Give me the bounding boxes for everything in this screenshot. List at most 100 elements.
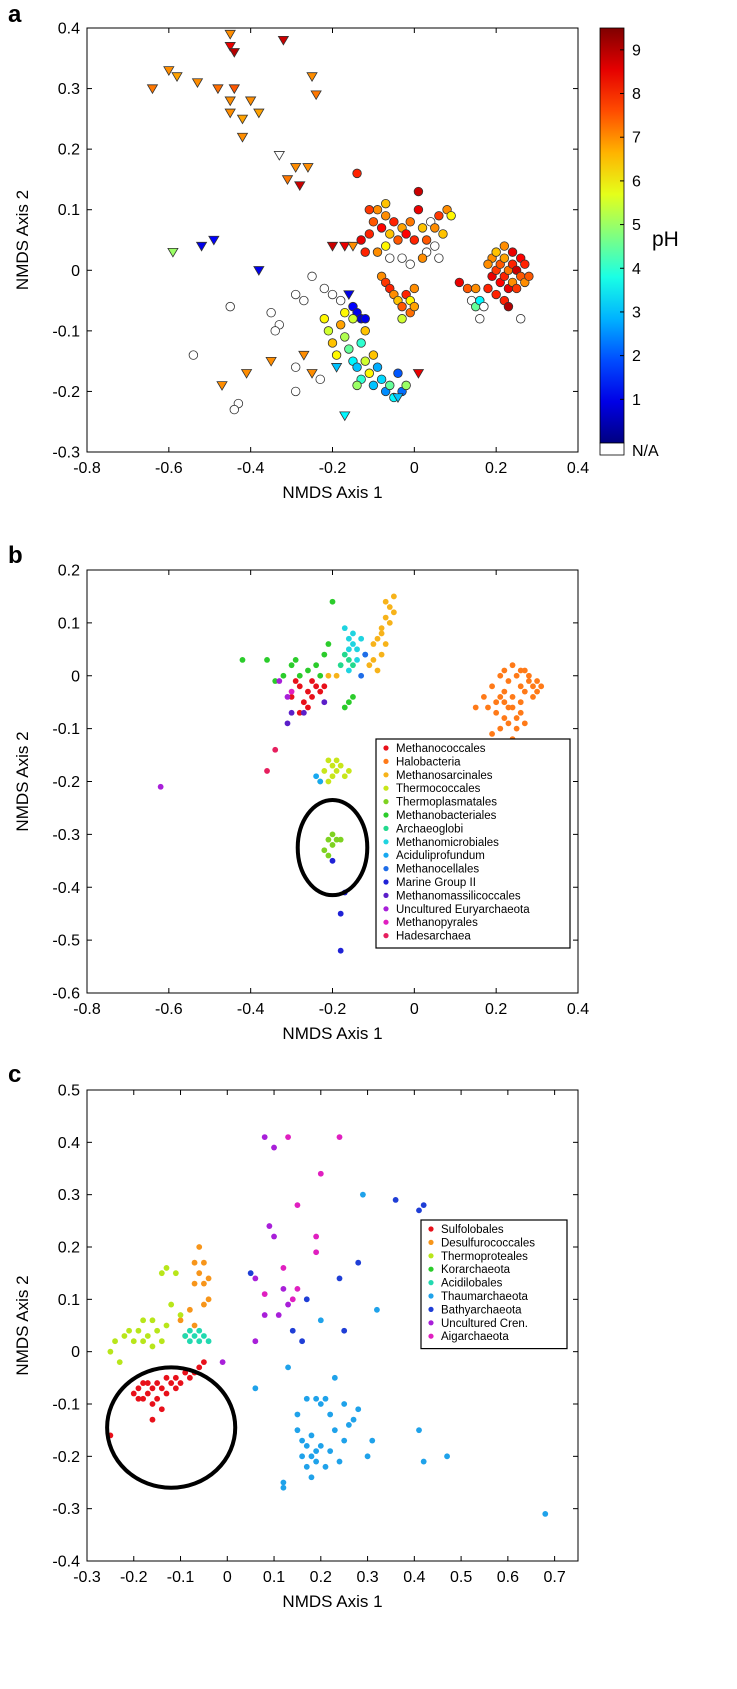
- data-point-sulfolobales: [140, 1380, 147, 1386]
- data-point-methanomicrobiales: [341, 625, 348, 632]
- y-tick-label: -0.1: [52, 1397, 80, 1414]
- data-point-sulfolobales: [163, 1390, 170, 1397]
- data-point-triangle: [306, 369, 318, 379]
- data-point-methanomassilicoccales: [300, 709, 307, 716]
- data-point-thaumarchaeota: [317, 1401, 324, 1407]
- data-point-circle: [434, 211, 444, 221]
- y-tick-label: 0.3: [58, 1187, 80, 1204]
- data-point-triangle: [273, 151, 286, 161]
- data-point-circle: [340, 332, 350, 342]
- colorbar: 1 2 3 4 5 6 7 8 9 N/A pH: [599, 27, 679, 460]
- legend-marker: [383, 825, 389, 832]
- data-point-bathyarchaeota: [289, 1327, 296, 1334]
- data-point-methanococcales: [321, 683, 328, 690]
- data-point-sulfolobales: [172, 1374, 179, 1381]
- legend-marker: [428, 1266, 434, 1272]
- data-point-halobacteria: [538, 683, 545, 690]
- data-point-circle: [327, 338, 338, 348]
- data-point-circle: [401, 229, 411, 239]
- data-point-circle: [380, 241, 391, 251]
- data-point-circle: [503, 301, 514, 312]
- data-point-sulfolobales: [154, 1380, 161, 1386]
- data-point-methanosarcinales: [333, 672, 340, 679]
- colorbar-gradient: [599, 27, 625, 444]
- data-point-circle: [323, 326, 334, 336]
- data-point-halobacteria: [497, 725, 504, 732]
- y-tick-label: 0: [71, 1344, 80, 1361]
- legend-marker: [428, 1320, 434, 1326]
- data-point-triangle: [281, 175, 294, 185]
- legend-marker: [383, 852, 389, 858]
- data-point-methanomicrobiales: [354, 646, 360, 653]
- data-point-triangle: [224, 42, 236, 52]
- data-point-circle: [380, 198, 391, 209]
- data-point-methanobacteriales: [313, 662, 320, 669]
- x-tick-label: 0.5: [450, 1569, 472, 1586]
- data-point-methanobacteriales: [317, 672, 324, 679]
- legend-entry: Methanocellales: [396, 864, 479, 876]
- y-tick-label: -0.4: [52, 880, 80, 897]
- data-point-methanosarcinales: [378, 625, 385, 632]
- legend-marker: [383, 772, 389, 778]
- data-point-halobacteria: [505, 720, 512, 727]
- data-point-bathyarchaeota: [341, 1327, 348, 1334]
- data-point-aciduliprofundum: [313, 773, 320, 780]
- data-point-bathyarchaeota: [416, 1207, 422, 1214]
- data-point-sulfolobales: [149, 1416, 156, 1423]
- data-point-halobacteria: [493, 699, 500, 706]
- x-axis-label: NMDS Axis 1: [282, 1592, 382, 1611]
- data-point-circle: [360, 247, 370, 257]
- data-point-circle: [188, 350, 199, 360]
- legend-marker: [383, 892, 389, 899]
- legend-marker: [383, 866, 389, 872]
- data-point-thaumarchaeota: [369, 1437, 376, 1444]
- data-point-desulfurococcales: [191, 1259, 198, 1266]
- data-point-circle: [511, 283, 522, 294]
- data-point-uncultured-cren-: [252, 1338, 259, 1345]
- legend-marker: [428, 1293, 434, 1299]
- data-point-thaumarchaeota: [313, 1458, 320, 1465]
- colorbar-tick-label: 7: [632, 130, 641, 147]
- data-point-archaeoglobi: [350, 662, 356, 669]
- y-tick-label: 0.2: [58, 1240, 80, 1257]
- data-point-circle: [372, 205, 383, 215]
- data-point-methanobacteriales: [239, 656, 246, 663]
- data-point-methanobacteriales: [305, 667, 311, 674]
- data-point-thaumarchaeota: [327, 1411, 334, 1418]
- panel-letter-a: a: [8, 1, 22, 28]
- data-point-bathyarchaeota: [420, 1202, 427, 1209]
- data-point-methanosarcinales: [374, 635, 381, 642]
- data-point-thermoproteales: [135, 1327, 142, 1334]
- data-point-methanosarcinales: [378, 651, 385, 658]
- data-point-methanobacteriales: [345, 699, 352, 706]
- data-point-methanobacteriales: [288, 662, 295, 669]
- data-point-thermococcales: [329, 762, 336, 769]
- data-point-thermococcales: [345, 768, 352, 774]
- data-point-methanococcales: [313, 683, 320, 690]
- data-point-thaumarchaeota: [299, 1453, 306, 1460]
- data-point-methanobacteriales: [292, 656, 299, 663]
- legend-marker: [428, 1280, 434, 1286]
- data-point-marine-group-ii: [329, 857, 336, 864]
- panel-b: b-0.8 -0.6 -0.4 -0.2 0 0.2 0.4-0.6-0.5-0.4-0.3…: [8, 542, 589, 1043]
- data-point-halobacteria: [501, 715, 508, 721]
- legend-entry: Thaumarchaeota: [441, 1291, 529, 1303]
- legend-entry: Thermoplasmatales: [396, 797, 497, 809]
- data-point-acidilobales: [205, 1338, 212, 1345]
- data-point-thermococcales: [321, 768, 328, 774]
- data-point-methanomicrobiales: [358, 635, 365, 642]
- data-point-thermoplasmatales: [329, 842, 336, 848]
- data-point-circle: [352, 168, 362, 179]
- data-point-bathyarchaeota: [392, 1197, 399, 1203]
- data-point-methanococcales: [309, 678, 315, 684]
- data-point-thermoproteales: [112, 1338, 118, 1345]
- legend-box: [420, 1219, 568, 1350]
- x-tick-label: 0.2: [485, 460, 507, 477]
- data-point-thaumarchaeota: [444, 1453, 450, 1460]
- data-point-thermoplasmatales: [333, 836, 340, 843]
- data-point-circle: [479, 301, 489, 312]
- x-tick-label: 0.2: [310, 1569, 332, 1586]
- data-point-uncultured-cren-: [252, 1275, 259, 1282]
- data-point-halobacteria: [526, 672, 532, 679]
- legend-entry: Methanococcales: [396, 743, 486, 755]
